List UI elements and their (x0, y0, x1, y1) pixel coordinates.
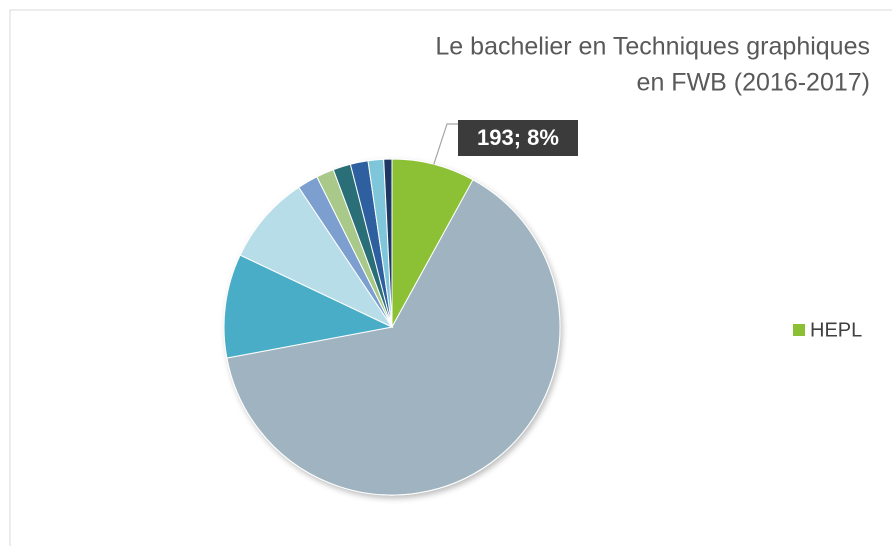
pie-slice (223, 254, 394, 359)
pie (223, 158, 561, 496)
chart-title: Le bachelier en Techniques graphiques (435, 33, 870, 61)
data-label-box (458, 120, 578, 156)
chart-title: en FWB (2016-2017) (637, 69, 870, 97)
pie-slice (383, 158, 393, 328)
legend-swatch (793, 324, 805, 336)
legend-label: HEPL (810, 319, 862, 341)
pie-slice (239, 186, 394, 329)
leader-line (433, 123, 458, 165)
pie-slice (226, 179, 561, 496)
data-label: 193; 8% (477, 125, 559, 150)
